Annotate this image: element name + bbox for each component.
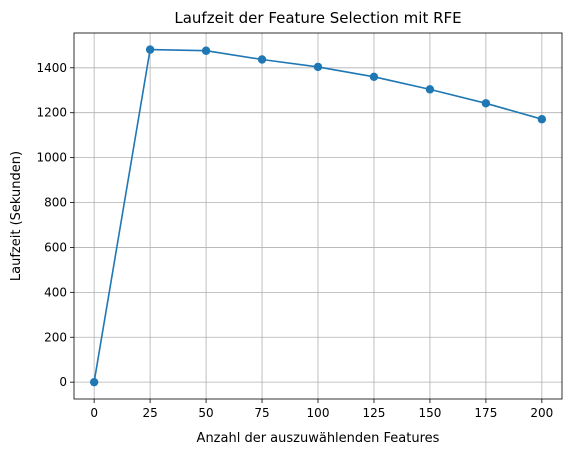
y-tick-label: 1400 bbox=[36, 61, 67, 75]
data-point-marker bbox=[313, 62, 323, 72]
data-point-marker bbox=[369, 72, 379, 81]
y-tick-label: 1200 bbox=[36, 106, 67, 120]
y-tick-label: 200 bbox=[44, 330, 67, 344]
y-tick-label: 800 bbox=[44, 196, 67, 210]
data-point-marker bbox=[201, 46, 211, 55]
x-tick-label: 150 bbox=[418, 406, 441, 420]
y-tick-label: 600 bbox=[44, 240, 67, 254]
x-tick-label: 175 bbox=[474, 406, 497, 420]
x-tick-label: 0 bbox=[90, 406, 98, 420]
chart-title: Laufzeit der Feature Selection mit RFE bbox=[174, 9, 461, 27]
data-point-marker bbox=[425, 85, 435, 94]
data-point-marker bbox=[89, 377, 99, 387]
y-tick-label: 400 bbox=[44, 285, 67, 299]
y-axis-label: Laufzeit (Sekunden) bbox=[9, 151, 24, 281]
x-tick-label: 50 bbox=[198, 406, 213, 420]
x-axis-label: Anzahl der auszuwählenden Features bbox=[197, 431, 440, 446]
series-layer bbox=[89, 45, 547, 387]
data-point-marker bbox=[481, 99, 491, 108]
x-tick-label: 100 bbox=[307, 406, 330, 420]
data-point-marker bbox=[145, 45, 155, 54]
y-tick-label: 1000 bbox=[36, 151, 67, 165]
axis-ticks: 0 25 50 75 100 125 150 175 200 0 200 400 600 800 1000 1… bbox=[36, 61, 553, 420]
x-tick-label: 200 bbox=[530, 406, 553, 420]
x-tick-label: 125 bbox=[363, 406, 386, 420]
x-tick-label: 75 bbox=[254, 406, 269, 420]
y-tick-label: 0 bbox=[59, 375, 67, 389]
x-tick-label: 25 bbox=[142, 406, 157, 420]
data-point-marker bbox=[257, 55, 267, 64]
data-point-marker bbox=[537, 115, 547, 124]
